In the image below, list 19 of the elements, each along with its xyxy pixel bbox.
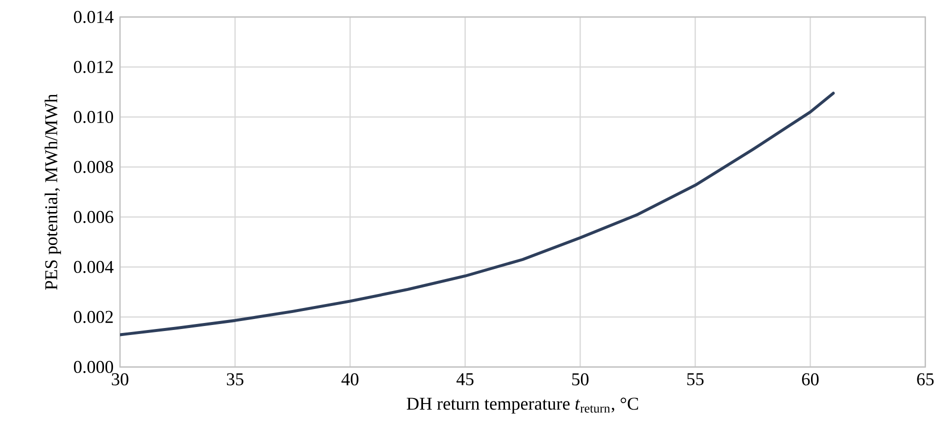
y-tick-label: 0.012 <box>74 60 113 74</box>
x-tick-label: 50 <box>572 373 589 386</box>
y-tick-label: 0.010 <box>74 110 114 124</box>
y-tick-label: 0.006 <box>74 210 114 224</box>
line-series <box>120 92 835 336</box>
x-tick-label: 45 <box>456 373 474 386</box>
x-tick-label: 65 <box>917 373 934 386</box>
x-tick-label: 30 <box>112 373 128 386</box>
x-tick-label: 60 <box>802 373 819 386</box>
x-tick-label: 35 <box>226 373 244 386</box>
x-tick-label: 55 <box>687 373 704 386</box>
y-tick-label: 0.008 <box>74 160 114 174</box>
x-axis-title: DH return temperature t$_{return}$, °C <box>406 398 638 414</box>
y-tick-label: 0.014 <box>74 10 114 24</box>
y-tick-label: 0.004 <box>74 260 114 274</box>
x-tick-label: 40 <box>341 373 358 386</box>
y-axis-title: PES potential, MWh/MWh <box>44 94 61 290</box>
y-tick-label: 0.002 <box>74 310 113 324</box>
y-tick-label: 0.000 <box>74 360 114 374</box>
